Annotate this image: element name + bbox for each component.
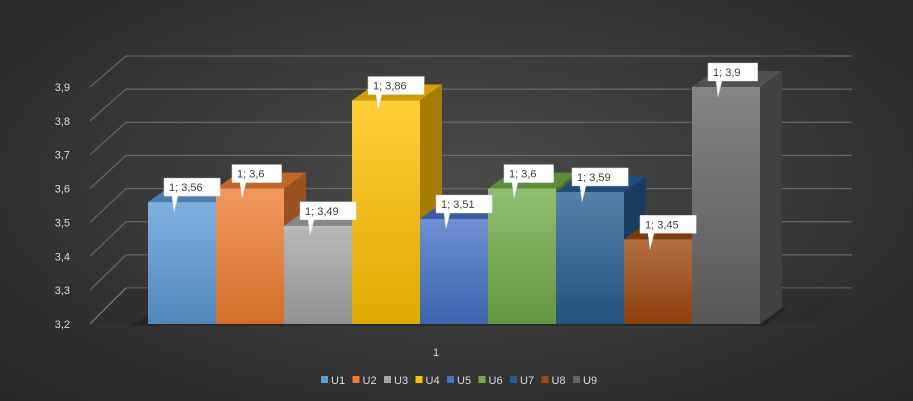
- y-axis: 3,2 3,3 3,4 3,5 3,6 3,7 3,8 3,9: [55, 82, 70, 331]
- data-labels: 1; 3,56 1; 3,6 1; 3,49 1; 3,86 1; 3,51 1; 3,6…: [163, 62, 758, 250]
- bar-front: [420, 219, 488, 324]
- legend-swatch: [510, 376, 517, 383]
- data-label-text: 1; 3,51: [441, 199, 475, 211]
- legend-label: U4: [426, 375, 440, 387]
- legend-label: U7: [520, 375, 534, 387]
- data-label-text: 1; 3,56: [169, 182, 203, 194]
- data-label-text: 1; 3,49: [305, 206, 339, 218]
- bar-u4: [352, 84, 442, 325]
- data-label-text: 1; 3,86: [373, 81, 407, 93]
- bar-front: [624, 239, 692, 324]
- legend-swatch: [352, 376, 360, 383]
- data-label-text: 1; 3,59: [577, 172, 611, 184]
- gridline-side: [89, 55, 127, 88]
- callout-box: [639, 215, 697, 250]
- x-category-label: 1: [433, 347, 439, 359]
- legend-swatch: [573, 376, 580, 383]
- legend-swatch: [321, 376, 328, 383]
- y-tick-label: 3,6: [55, 184, 70, 196]
- gridline-side: [89, 254, 127, 291]
- legend-item-u1[interactable]: U1: [321, 375, 345, 387]
- legend: U1 U2 U3 U4 U5 U6 U7 U8 U9: [321, 375, 597, 387]
- legend-label: U1: [331, 375, 345, 387]
- legend-item-u6[interactable]: U6: [478, 375, 503, 387]
- bar-u9: [692, 71, 782, 324]
- x-axis: 1: [433, 347, 439, 359]
- legend-item-u3[interactable]: U3: [384, 375, 408, 387]
- legend-label: U8: [552, 375, 566, 387]
- bar-front: [216, 188, 284, 324]
- data-label-u2: 1; 3,6: [231, 164, 282, 199]
- y-tick-label: 3,7: [55, 150, 70, 162]
- gridline-side: [89, 188, 127, 223]
- y-tick-label: 3,8: [55, 116, 70, 128]
- legend-label: U2: [363, 375, 377, 387]
- legend-swatch: [478, 376, 486, 383]
- y-tick-label: 3,3: [55, 285, 70, 297]
- gridline-side: [89, 88, 127, 122]
- callout-box: [707, 62, 758, 98]
- y-tick-label: 3,2: [55, 319, 70, 331]
- data-label-u7: 1; 3,59: [571, 167, 629, 203]
- gridline-side: [89, 155, 127, 189]
- data-label-text: 1; 3,45: [645, 219, 679, 231]
- legend-label: U6: [489, 375, 503, 387]
- data-label-u3: 1; 3,49: [299, 201, 357, 236]
- bars: [130, 71, 788, 326]
- callout-box: [571, 167, 629, 203]
- legend-swatch: [384, 376, 391, 383]
- data-label-text: 1; 3,9: [713, 67, 741, 79]
- bar-front: [284, 225, 352, 324]
- bar-front: [556, 191, 624, 324]
- y-tick-label: 3,5: [55, 217, 70, 229]
- data-label-u5: 1; 3,51: [435, 194, 493, 230]
- y-tick-label: 3,4: [55, 251, 70, 263]
- callout-box: [231, 164, 282, 199]
- callout-box: [299, 201, 357, 236]
- legend-item-u4[interactable]: U4: [415, 375, 440, 387]
- callout-box: [367, 76, 425, 111]
- bar-front: [488, 188, 556, 324]
- legend-label: U3: [394, 375, 408, 387]
- bar-front: [692, 87, 760, 324]
- data-label-u4: 1; 3,86: [367, 76, 425, 111]
- callout-box: [163, 177, 221, 213]
- legend-label: U9: [583, 375, 597, 387]
- legend-label: U5: [457, 375, 471, 387]
- data-label-u6: 1; 3,6: [503, 164, 554, 199]
- legend-item-u8[interactable]: U8: [541, 375, 566, 387]
- data-label-u8: 1; 3,45: [639, 215, 697, 250]
- gridline-side: [89, 221, 127, 257]
- callout-box: [503, 164, 554, 199]
- legend-swatch: [541, 376, 549, 383]
- bar-front: [352, 100, 420, 325]
- legend-item-u2[interactable]: U2: [352, 375, 377, 387]
- data-label-text: 1; 3,6: [237, 169, 265, 181]
- callout-box: [435, 194, 493, 230]
- data-label-u9: 1; 3,9: [707, 62, 758, 98]
- y-tick-label: 3,9: [55, 82, 70, 94]
- bar-front: [148, 202, 216, 324]
- floor-edge: [89, 287, 127, 325]
- data-label-u1: 1; 3,56: [163, 177, 221, 213]
- legend-swatch: [447, 376, 454, 383]
- legend-item-u7[interactable]: U7: [510, 375, 534, 387]
- data-label-text: 1; 3,6: [509, 169, 537, 181]
- bar-side: [760, 71, 782, 324]
- legend-item-u5[interactable]: U5: [447, 375, 471, 387]
- legend-swatch: [415, 376, 423, 383]
- legend-item-u9[interactable]: U9: [573, 375, 597, 387]
- gridline-side: [89, 121, 127, 156]
